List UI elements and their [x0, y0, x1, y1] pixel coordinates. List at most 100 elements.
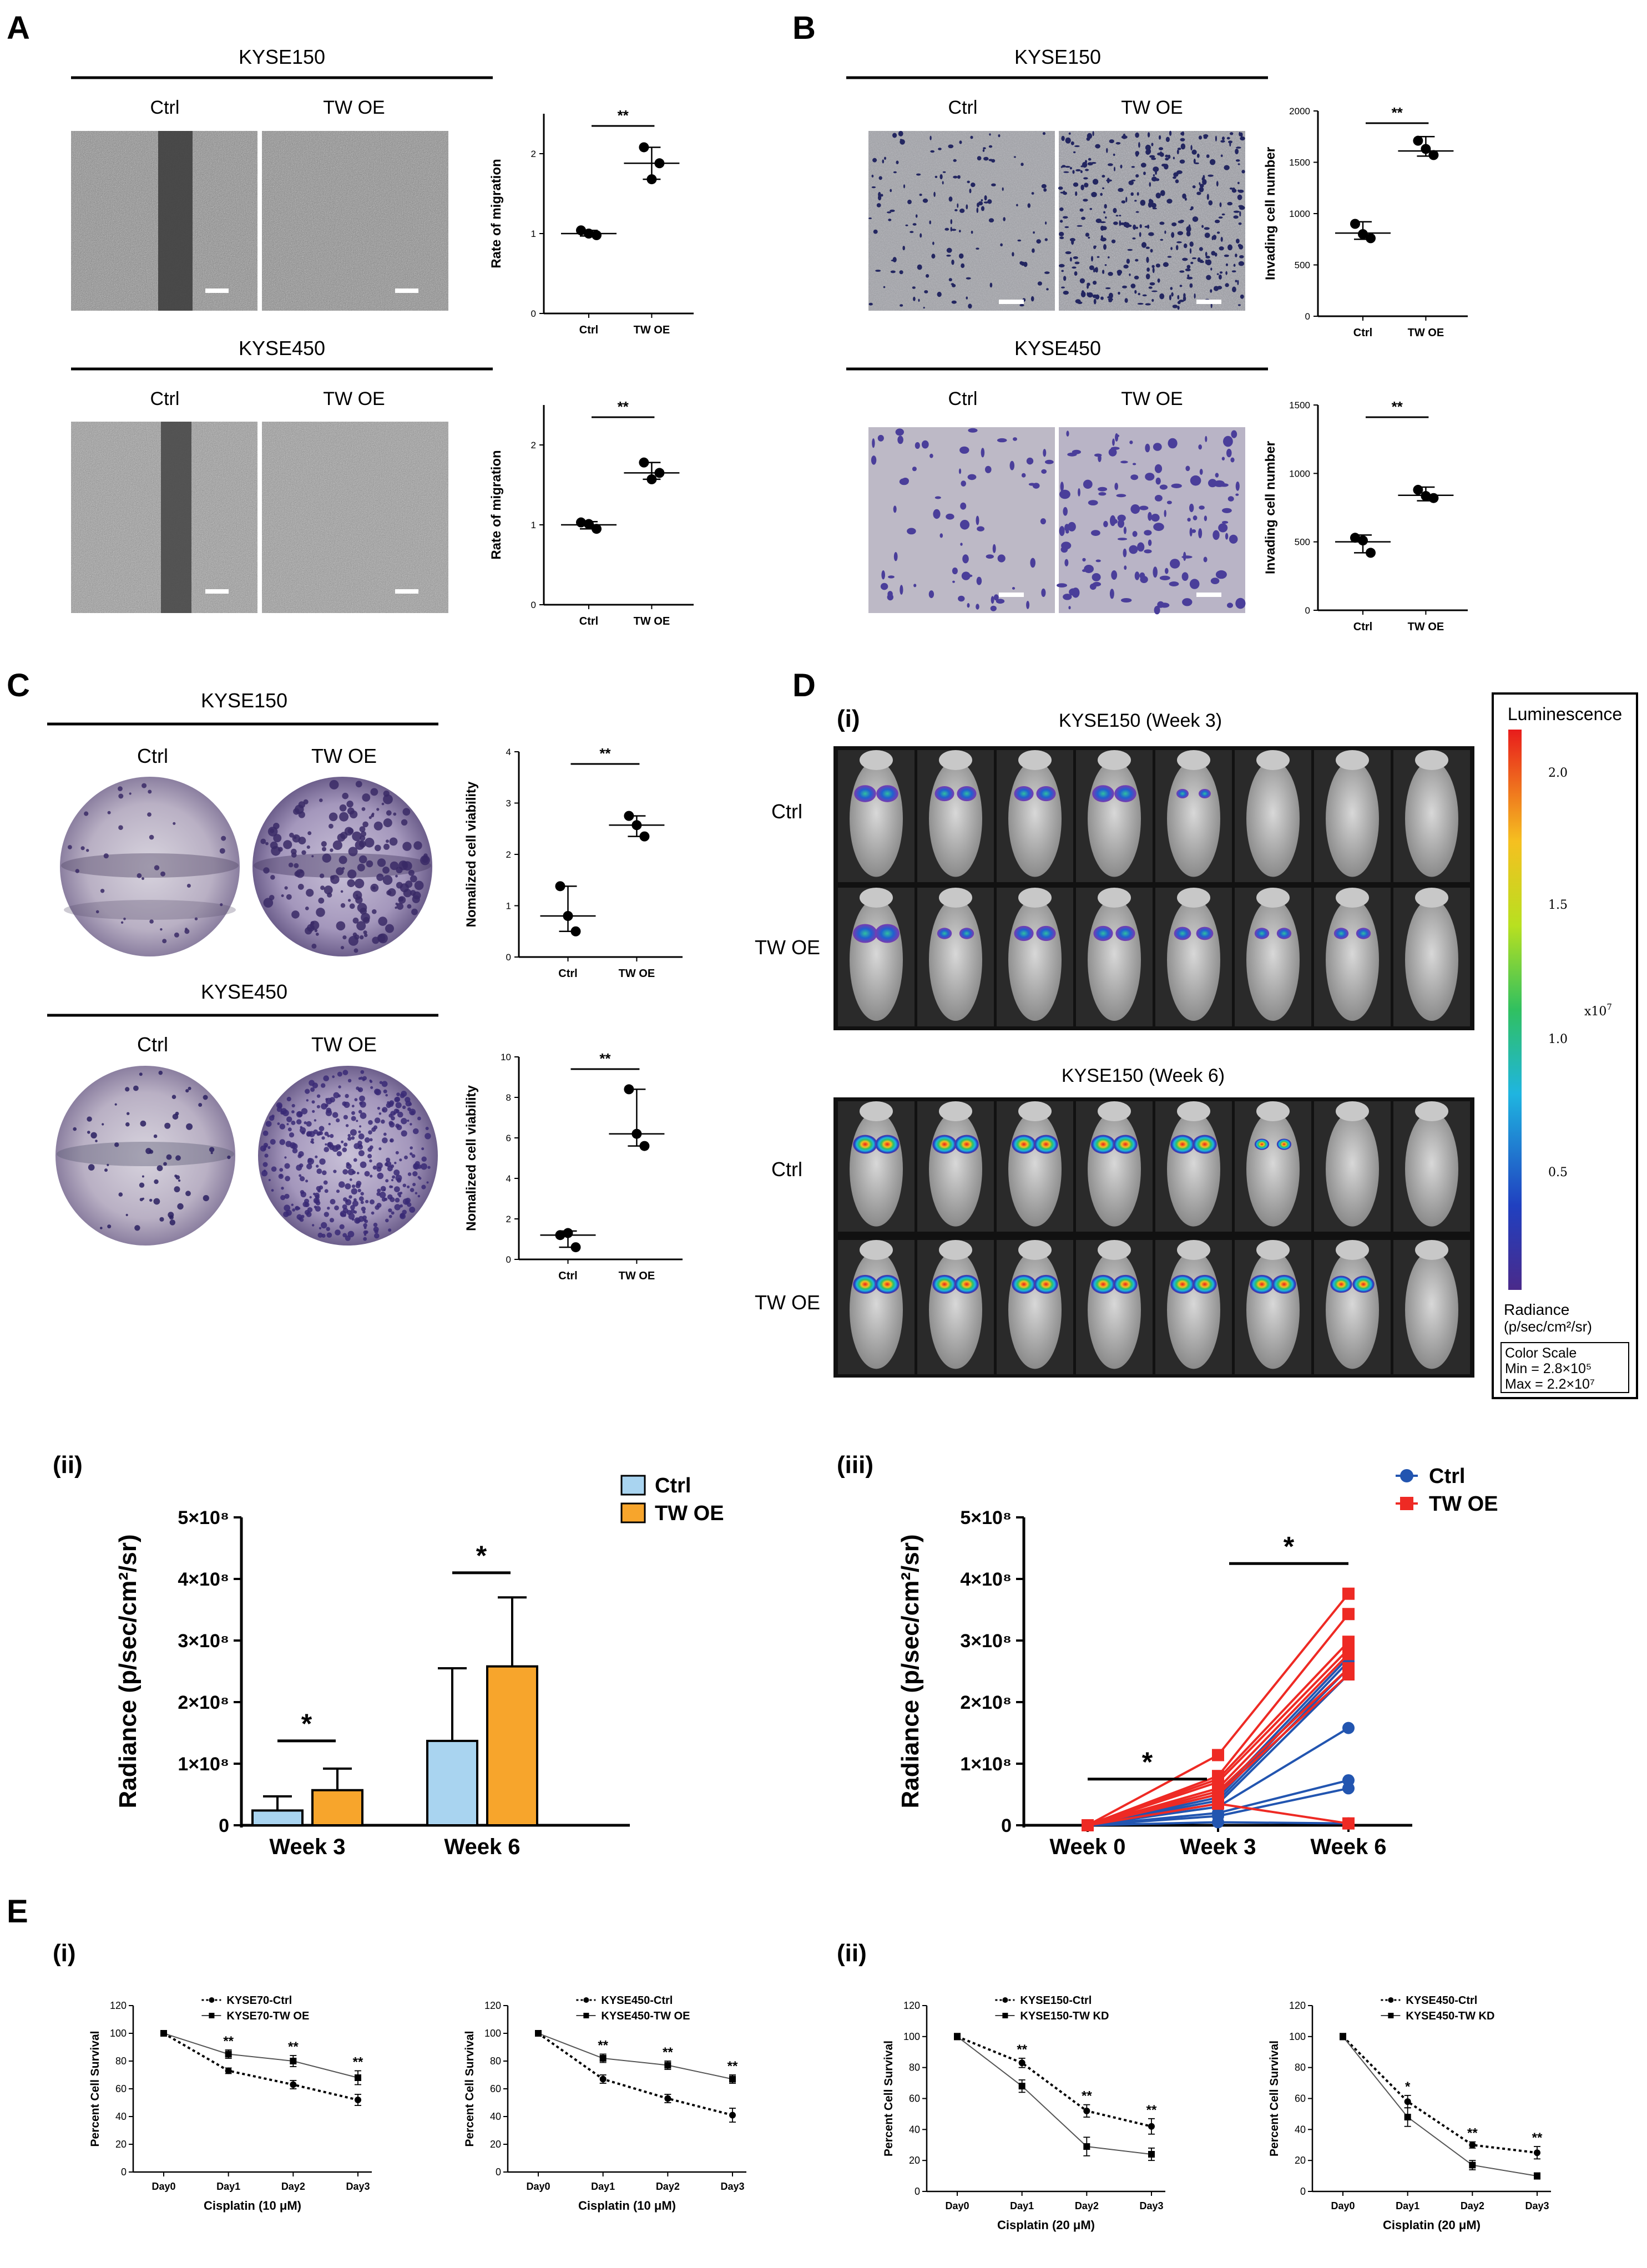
colony — [279, 1139, 286, 1145]
stain-spot — [1095, 559, 1101, 563]
stain-spot — [950, 226, 952, 232]
colony — [407, 904, 412, 909]
stain-spot — [1100, 225, 1104, 231]
stain-spot — [1227, 244, 1232, 251]
bioluminescence-signal — [934, 786, 954, 802]
stain-spot — [920, 233, 922, 238]
mouse-head — [1256, 888, 1290, 908]
colony — [368, 1130, 372, 1135]
stain-spot — [1218, 216, 1223, 219]
mouse-body — [1088, 1111, 1141, 1227]
colony — [379, 1191, 386, 1198]
significance-label: ** — [1392, 104, 1403, 121]
stain-spot — [1155, 193, 1161, 199]
colony — [158, 1070, 163, 1075]
colony — [363, 1233, 367, 1236]
stain-spot — [1064, 524, 1070, 531]
stain-spot — [933, 509, 941, 519]
stain-spot — [1239, 211, 1241, 217]
bioluminescence-signal — [875, 1274, 900, 1294]
colony — [270, 1139, 276, 1145]
significance-label: ** — [223, 2034, 234, 2049]
stain-spot — [1069, 257, 1072, 262]
legend-label: Ctrl — [1429, 1465, 1465, 1488]
colony — [360, 1112, 367, 1119]
colony — [311, 943, 317, 949]
colony — [68, 845, 72, 849]
colony — [390, 1164, 395, 1168]
stain-spot — [1002, 187, 1004, 191]
panel-C-kyse450-ctrl-label: Ctrl — [137, 1033, 168, 1056]
bar — [311, 1789, 363, 1826]
mouse-body — [929, 1251, 982, 1369]
colony — [328, 1122, 331, 1126]
colony — [342, 1233, 347, 1238]
bioluminescence-signal — [1193, 1135, 1217, 1154]
stain-spot — [1179, 300, 1184, 302]
colony — [359, 1095, 365, 1102]
colony — [412, 1171, 418, 1177]
colony — [353, 1143, 360, 1150]
series-line — [537, 2032, 733, 2117]
stain-spot — [1030, 558, 1035, 568]
colony — [421, 1184, 426, 1189]
stain-spot — [1103, 244, 1107, 250]
colony — [340, 890, 343, 893]
colony — [227, 1155, 231, 1160]
stain-spot — [931, 254, 936, 259]
bioluminescence-signal — [1176, 789, 1189, 799]
stain-spot — [1059, 220, 1063, 223]
colony — [318, 897, 325, 904]
stain-spot — [1158, 147, 1164, 150]
stain-spot — [1103, 211, 1105, 214]
stain-spot — [873, 229, 878, 234]
colony — [390, 861, 399, 870]
colony — [390, 1197, 395, 1202]
y-tick-label: 0 — [496, 2166, 501, 2178]
colony — [407, 1172, 412, 1176]
colony — [292, 1208, 296, 1212]
colony — [342, 1204, 347, 1209]
stain-spot — [1165, 158, 1169, 161]
colony — [262, 1162, 268, 1167]
y-tick-label: 0 — [1001, 1815, 1012, 1836]
colony — [336, 1189, 340, 1193]
stain-spot — [1088, 236, 1090, 239]
mouse-body — [1326, 1251, 1379, 1369]
y-tick-label: 0 — [506, 952, 511, 963]
stain-spot — [1098, 487, 1108, 492]
stain-spot — [1192, 185, 1196, 189]
colony — [118, 786, 123, 791]
stain-spot — [938, 148, 942, 150]
colony — [294, 863, 299, 868]
y-tick-label: 20 — [115, 2139, 127, 2150]
stain-spot — [1118, 291, 1120, 295]
mouse-head — [939, 888, 972, 908]
colony — [397, 1111, 403, 1118]
colony — [385, 1094, 388, 1097]
stain-spot — [1192, 257, 1196, 260]
stain-spot — [1065, 251, 1072, 255]
stain-spot — [888, 575, 895, 579]
stain-spot — [1227, 201, 1232, 206]
stain-spot — [1215, 570, 1227, 579]
colony — [283, 840, 292, 849]
colony — [329, 1218, 335, 1223]
colony — [284, 1204, 291, 1212]
stain-spot — [912, 286, 916, 289]
data-point — [1082, 1819, 1094, 1831]
colony — [129, 792, 132, 795]
colony — [319, 1227, 322, 1229]
legend-swatch — [620, 1475, 646, 1496]
stain-spot — [1187, 518, 1191, 522]
stain-spot — [890, 189, 892, 193]
stain-spot — [1183, 296, 1186, 301]
bioluminescence-signal — [959, 928, 974, 939]
y-tick-label: 8 — [506, 1092, 511, 1103]
colony — [263, 898, 274, 908]
stain-spot — [942, 171, 946, 173]
stain-spot — [933, 191, 936, 197]
stain-spot — [1140, 200, 1146, 206]
colony — [359, 1144, 362, 1147]
